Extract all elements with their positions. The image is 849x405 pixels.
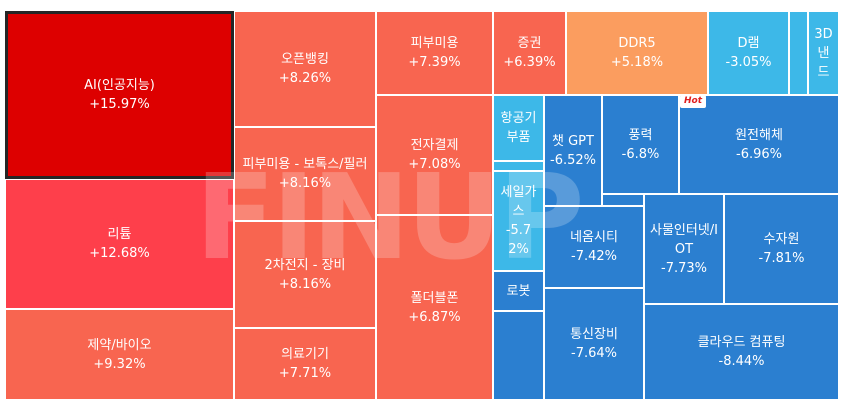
tile-label: 챗 GPT <box>552 133 594 149</box>
treemap-tile-클라우드-컴퓨팅[interactable]: 클라우드 컴퓨팅 -8.44% <box>644 304 839 400</box>
treemap-filler-tile[interactable] <box>493 161 544 171</box>
tile-label: 사물인터넷/IOT <box>649 222 718 257</box>
tile-change: -7.81% <box>758 251 805 266</box>
hot-badge: Hot <box>680 95 707 108</box>
tile-label: AI(인공지능) <box>84 78 155 93</box>
treemap-tile-2차전지-장비[interactable]: 2차전지 - 장비 +8.16% <box>234 221 376 328</box>
tile-label: 네옴시티 <box>570 230 618 245</box>
tile-label: 피부미용 - 보톡스/필러 <box>242 157 368 172</box>
tile-label: 오픈뱅킹 <box>281 52 329 67</box>
tile-label: 2차전지 - 장비 <box>264 257 346 273</box>
treemap-tile-로봇[interactable]: 로봇 <box>493 271 544 311</box>
tile-change: -6.52% <box>550 152 596 168</box>
tile-change: -7.73% <box>661 260 707 276</box>
tile-change: +6.87% <box>408 309 461 325</box>
tile-label: 증권 <box>517 36 542 51</box>
tile-change: +5.18% <box>610 55 664 70</box>
tile-label: 로봇 <box>506 283 531 299</box>
treemap-tile-전자결제[interactable]: 전자결제 +7.08% <box>376 95 493 215</box>
treemap-filler-tile[interactable] <box>789 11 808 95</box>
tile-change: +15.97% <box>89 97 150 112</box>
tile-label: 원전해체 <box>735 127 783 143</box>
tile-label: 통신장비 <box>570 327 618 342</box>
treemap-tile-의료기기[interactable]: 의료기기 +7.71% <box>234 328 376 400</box>
treemap-filler-tile[interactable] <box>602 194 644 206</box>
tile-change: +12.68% <box>89 246 150 261</box>
treemap-tile-풍력[interactable]: 풍력 -6.8% <box>602 95 679 194</box>
tile-change: +7.71% <box>278 366 332 381</box>
tile-change: -7.42% <box>571 249 617 264</box>
treemap-tile-네옴시티[interactable]: 네옴시티 -7.42% <box>544 206 644 288</box>
tile-label: 수자원 <box>763 232 800 247</box>
tile-change: -5.72% <box>505 223 532 257</box>
tile-label: 클라우드 컴퓨팅 <box>697 335 786 350</box>
tile-change: +8.16% <box>278 176 332 191</box>
treemap-tile-ddr5[interactable]: DDR5 +5.18% <box>566 11 708 95</box>
tile-label: 제약/바이오 <box>87 337 152 353</box>
treemap-tile-피부미용-보톡스-필러[interactable]: 피부미용 - 보톡스/필러 +8.16% <box>234 127 376 221</box>
treemap-tile-제약-바이오[interactable]: 제약/바이오 +9.32% <box>5 309 234 400</box>
tile-change: +8.16% <box>278 276 332 292</box>
treemap-tile-d램[interactable]: D램 -3.05% <box>708 11 789 95</box>
tile-label: D램 <box>737 36 760 51</box>
tile-label: 의료기기 <box>281 347 329 362</box>
treemap-tile-항공기부품[interactable]: 항공기부품 <box>493 95 544 161</box>
tile-label: 피부미용 <box>410 36 459 51</box>
treemap-tile-ai-인공지능[interactable]: AI(인공지능) +15.97% <box>5 11 234 179</box>
treemap-tile-세일가스[interactable]: 세일가스 -5.72% <box>493 171 544 271</box>
tile-change: +7.08% <box>408 157 461 172</box>
treemap-tile-챗-gpt[interactable]: 챗 GPT -6.52% <box>544 95 602 206</box>
treemap-tile-원전해체[interactable]: 원전해체 -6.96% <box>679 95 839 194</box>
tile-change: +7.39% <box>408 55 461 70</box>
tile-label: 풍력 <box>628 127 653 143</box>
treemap-tile-사물인터넷-iot[interactable]: 사물인터넷/IOT -7.73% <box>644 194 724 304</box>
tile-label: 전자결제 <box>410 138 459 153</box>
tile-change: +6.39% <box>503 55 556 70</box>
treemap-tile-리튬[interactable]: 리튬 +12.68% <box>5 179 234 309</box>
tile-change: -8.44% <box>718 354 765 369</box>
tile-change: -6.8% <box>621 146 660 162</box>
tile-change: +8.26% <box>278 71 332 86</box>
tile-label: DDR5 <box>618 36 656 51</box>
tile-label: 리튬 <box>107 227 132 242</box>
treemap-tile-통신장비[interactable]: 통신장비 -7.64% <box>544 288 644 400</box>
tile-label: 항공기부품 <box>500 111 537 145</box>
tile-label: 3D낸드 <box>814 26 833 80</box>
tile-label: 세일가스 <box>500 185 537 219</box>
tile-change: +9.32% <box>93 356 146 372</box>
treemap-tile-오픈뱅킹[interactable]: 오픈뱅킹 +8.26% <box>234 11 376 127</box>
tile-change: -6.96% <box>736 146 782 162</box>
tile-change: -3.05% <box>725 55 772 70</box>
tile-label: 폴더블폰 <box>410 290 459 306</box>
treemap-filler-tile[interactable] <box>493 311 544 400</box>
treemap-tile-폴더블폰[interactable]: 폴더블폰 +6.87% <box>376 215 493 400</box>
treemap-tile-수자원[interactable]: 수자원 -7.81% <box>724 194 839 304</box>
tile-change: -7.64% <box>571 346 617 361</box>
treemap-tile-증권[interactable]: 증권 +6.39% <box>493 11 566 95</box>
treemap-tile-3d낸드[interactable]: 3D낸드 <box>808 11 839 95</box>
treemap-tile-피부미용[interactable]: 피부미용 +7.39% <box>376 11 493 95</box>
